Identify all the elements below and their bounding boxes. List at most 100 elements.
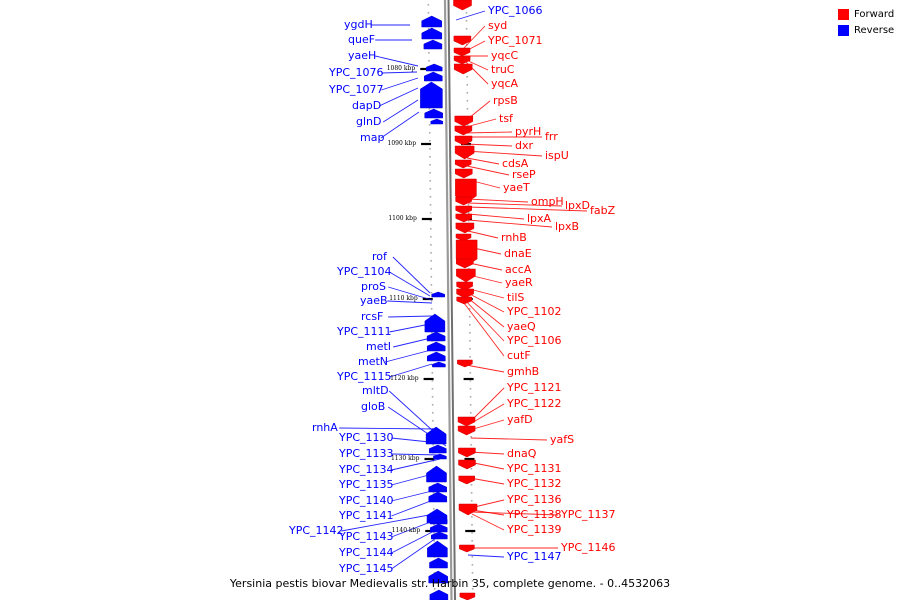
gene-arrow-reverse[interactable]	[432, 361, 446, 368]
gene-arrow-reverse[interactable]	[429, 444, 447, 454]
gene-label[interactable]: YPC_1143	[339, 530, 394, 543]
gene-arrow-forward[interactable]	[456, 281, 473, 291]
gene-arrow-forward[interactable]	[456, 296, 472, 305]
gene-label[interactable]: YPC_1121	[507, 381, 562, 394]
gene-label[interactable]: syd	[488, 19, 508, 32]
gene-arrow-reverse[interactable]	[426, 341, 446, 352]
gene-label[interactable]: YPC_1077	[329, 83, 384, 96]
gene-arrow-forward[interactable]	[457, 416, 476, 427]
gene-arrow-reverse[interactable]	[429, 523, 448, 533]
gene-arrow-forward[interactable]	[455, 196, 472, 206]
gene-arrow-forward[interactable]	[454, 135, 473, 146]
gene-arrow-reverse[interactable]	[421, 27, 443, 40]
gene-label[interactable]: YPC_1146	[561, 541, 616, 554]
gene-arrow-reverse[interactable]	[429, 589, 449, 600]
gene-arrow-forward[interactable]	[455, 222, 475, 234]
gene-label[interactable]: dapD	[352, 99, 382, 112]
gene-label[interactable]: yafD	[507, 413, 533, 426]
gene-arrow-forward[interactable]	[455, 233, 472, 242]
gene-label[interactable]: YPC_1071	[488, 34, 543, 47]
gene-label[interactable]: map	[360, 131, 385, 144]
gene-arrow-reverse[interactable]	[430, 118, 444, 125]
gene-label[interactable]: proS	[361, 280, 386, 293]
gene-label[interactable]: tsf	[499, 112, 513, 125]
gene-label[interactable]: YPC_1136	[507, 493, 562, 506]
gene-arrow-reverse[interactable]	[425, 63, 443, 72]
gene-label[interactable]: ispU	[545, 149, 569, 162]
gene-label[interactable]: YPC_1111	[337, 325, 392, 338]
gene-label[interactable]: frr	[545, 130, 558, 143]
gene-arrow-reverse[interactable]	[425, 426, 447, 445]
gene-label[interactable]: YPC_1134	[339, 463, 394, 476]
gene-label[interactable]: rpsB	[493, 94, 518, 107]
gene-arrow-reverse[interactable]	[424, 71, 443, 82]
gene-label[interactable]: YPC_1130	[339, 431, 394, 444]
gene-label[interactable]: rnhB	[501, 231, 527, 244]
gene-label[interactable]: mltD	[362, 384, 389, 397]
gene-label[interactable]: tilS	[507, 291, 525, 304]
gene-label[interactable]: YPC_1131	[507, 462, 562, 475]
gene-arrow-forward[interactable]	[457, 425, 476, 436]
gene-arrow-forward[interactable]	[456, 258, 474, 269]
gene-label[interactable]: lpxA	[527, 212, 552, 225]
gene-label[interactable]: rof	[372, 250, 387, 263]
gene-label[interactable]: ompH	[531, 195, 564, 208]
gene-label[interactable]: yaeQ	[507, 320, 536, 333]
gene-label[interactable]: dxr	[515, 139, 534, 152]
gene-label[interactable]: YPC_1138	[507, 508, 562, 521]
gene-label[interactable]: YPC_1141	[339, 509, 394, 522]
gene-label[interactable]: yaeB	[360, 294, 388, 307]
gene-arrow-reverse[interactable]	[426, 331, 446, 342]
gene-arrow-forward[interactable]	[455, 168, 473, 179]
gene-label[interactable]: YPC_1104	[337, 265, 392, 278]
gene-arrow-reverse[interactable]	[420, 81, 443, 109]
gene-arrow-forward[interactable]	[453, 63, 473, 75]
gene-label[interactable]: YPC_1122	[507, 397, 562, 410]
gene-label[interactable]: YPC_1145	[339, 562, 394, 575]
gene-label[interactable]: YPC_1076	[329, 66, 384, 79]
gene-arrow-forward[interactable]	[453, 47, 471, 57]
gene-arrow-forward[interactable]	[458, 459, 476, 470]
gene-label[interactable]: metN	[358, 355, 389, 368]
gene-arrow-reverse[interactable]	[423, 39, 443, 50]
gene-label[interactable]: lpxB	[555, 220, 580, 233]
gene-label[interactable]: YPC_1106	[507, 334, 562, 347]
gene-label[interactable]: yaeT	[503, 181, 530, 194]
gene-label[interactable]: gloB	[361, 400, 386, 413]
gene-arrow-forward[interactable]	[454, 145, 475, 160]
gene-arrow-reverse[interactable]	[424, 313, 446, 333]
gene-label[interactable]: truC	[491, 63, 515, 76]
gene-arrow-forward[interactable]	[459, 544, 475, 553]
gene-label[interactable]: dnaE	[504, 247, 532, 260]
gene-label[interactable]: YPC_1135	[339, 478, 394, 491]
gene-arrow-reverse[interactable]	[427, 540, 448, 558]
gene-arrow-forward[interactable]	[458, 447, 476, 458]
gene-label[interactable]: fabZ	[590, 204, 616, 217]
gene-label[interactable]: YPC_1144	[339, 546, 394, 559]
gene-arrow-forward[interactable]	[453, 35, 472, 46]
gene-label[interactable]: YPC_1140	[339, 494, 394, 507]
gene-label[interactable]: glnD	[356, 115, 382, 128]
gene-label[interactable]: pyrH	[515, 125, 542, 138]
gene-label[interactable]: yaeH	[348, 49, 377, 62]
gene-label[interactable]: metI	[366, 340, 392, 353]
gene-label[interactable]: rcsF	[361, 310, 384, 323]
gene-label[interactable]: yqcA	[491, 77, 519, 90]
gene-arrow-reverse[interactable]	[429, 515, 448, 525]
gene-label[interactable]: yqcC	[491, 49, 519, 62]
gene-arrow-reverse[interactable]	[431, 291, 445, 298]
gene-label[interactable]: YPC_1115	[337, 370, 392, 383]
gene-arrow-forward[interactable]	[458, 475, 475, 485]
gene-label[interactable]: rnhA	[312, 421, 338, 434]
gene-label[interactable]: gmhB	[507, 365, 540, 378]
gene-arrow-reverse[interactable]	[428, 482, 447, 493]
gene-label[interactable]: YPC_1139	[507, 523, 562, 536]
gene-arrow-forward[interactable]	[453, 0, 472, 11]
gene-arrow-reverse[interactable]	[424, 108, 443, 119]
gene-arrow-forward[interactable]	[459, 592, 476, 600]
gene-label[interactable]: YPC_1133	[339, 447, 394, 460]
gene-label[interactable]: YPC_1137	[561, 508, 616, 521]
gene-label[interactable]: cdsA	[502, 157, 529, 170]
gene-label[interactable]: rseP	[512, 168, 536, 181]
gene-arrow-reverse[interactable]	[429, 557, 448, 569]
